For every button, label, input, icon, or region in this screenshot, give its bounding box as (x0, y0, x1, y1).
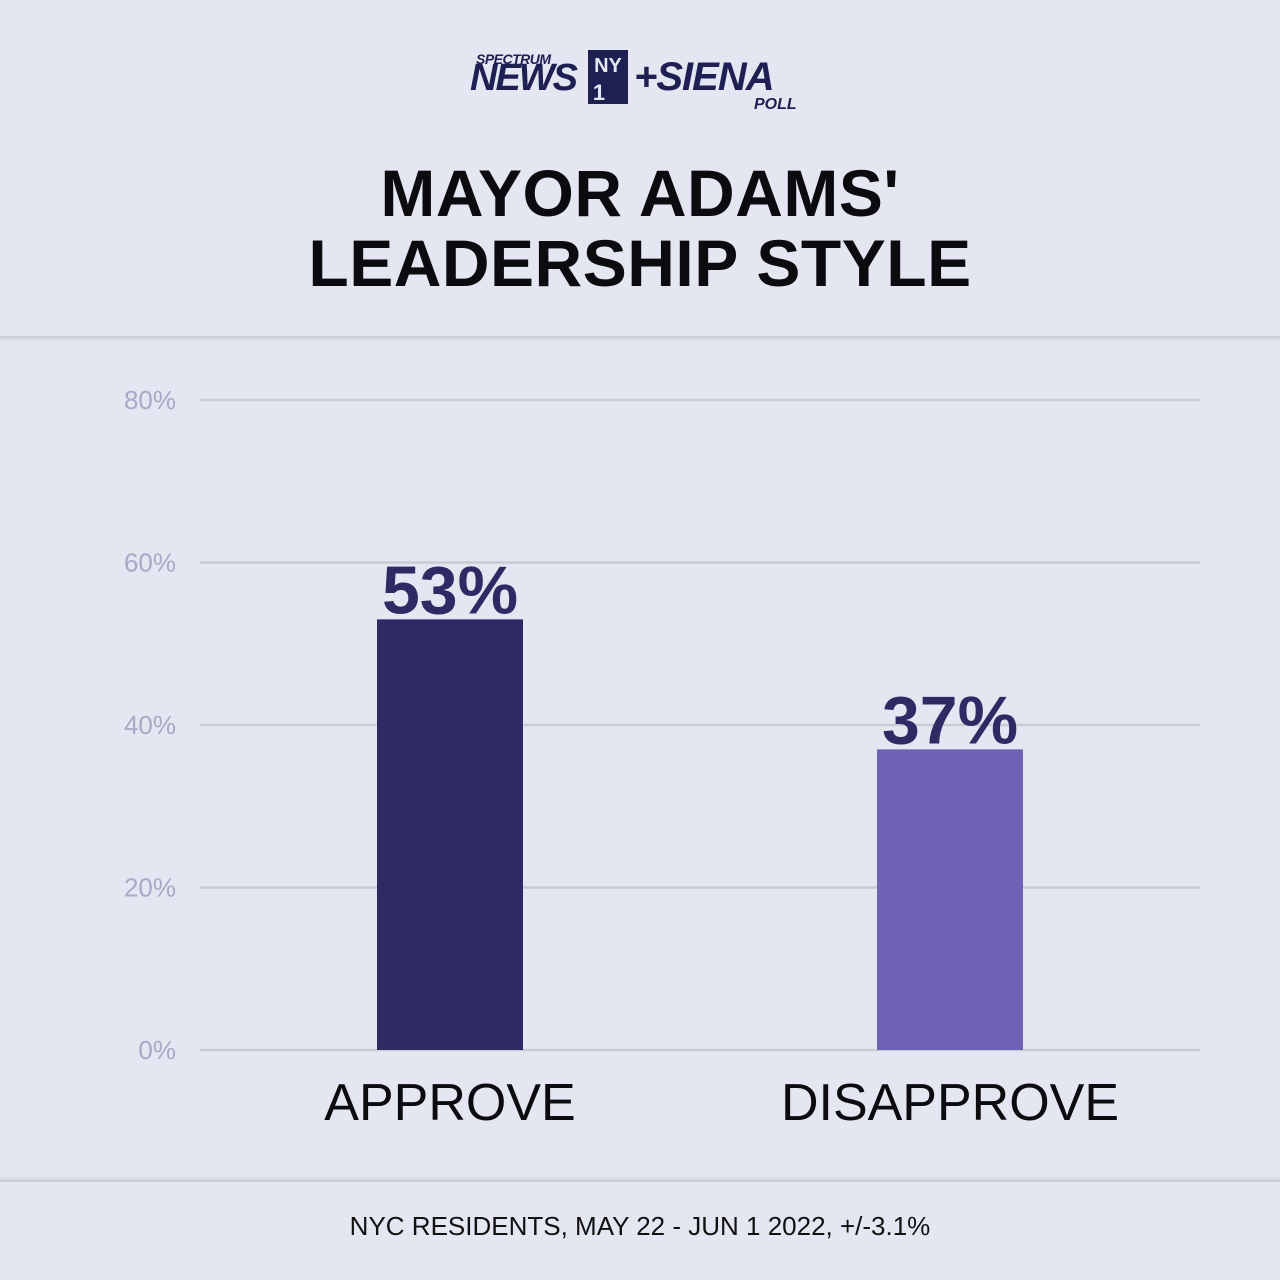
y-tick-label: 60% (124, 548, 176, 578)
footer: NYC RESIDENTS, MAY 22 - JUN 1 2022, +/-3… (0, 1182, 1280, 1280)
bar (877, 749, 1023, 1050)
title-line-2: LEADERSHIP STYLE (308, 226, 972, 300)
survey-footnote: NYC RESIDENTS, MAY 22 - JUN 1 2022, +/-3… (349, 1211, 931, 1241)
data-label: 53% (382, 552, 518, 628)
logo-spectrum: SPECTRUM (476, 51, 551, 67)
y-tick-label: 20% (124, 873, 176, 903)
spectrum-news-siena-logo: SPECTRUM NEWS NY 1 +SIENA POLL (470, 48, 810, 118)
ny1-badge-icon: NY 1 (588, 50, 628, 104)
bar-chart: 0% 20% 40% 60% 80% 53% APPROVE 37% DISAPPROVE (0, 342, 1280, 1178)
logo-ny: NY (594, 55, 622, 77)
logo-news: NEWS (470, 57, 578, 99)
y-tick-label: 80% (124, 385, 176, 415)
logo-one: 1 (593, 80, 605, 104)
bar-chart-svg: 0% 20% 40% 60% 80% 53% APPROVE 37% DISAPPROVE (124, 385, 1200, 1132)
bar (377, 619, 523, 1050)
header: SPECTRUM NEWS NY 1 +SIENA POLL MAYOR ADA… (0, 0, 1280, 338)
data-label: 37% (882, 682, 1018, 758)
title-line-1: MAYOR ADAMS' (380, 156, 900, 230)
logo-siena: +SIENA (634, 55, 775, 99)
chart-title: MAYOR ADAMS' LEADERSHIP STYLE (0, 158, 1280, 298)
footer-divider (0, 1176, 1280, 1182)
y-tick-label: 40% (124, 710, 176, 740)
logo-poll: POLL (754, 96, 797, 113)
category-label: APPROVE (324, 1074, 575, 1132)
header-divider (0, 336, 1280, 342)
y-tick-label: 0% (138, 1035, 176, 1065)
category-label: DISAPPROVE (781, 1074, 1119, 1132)
